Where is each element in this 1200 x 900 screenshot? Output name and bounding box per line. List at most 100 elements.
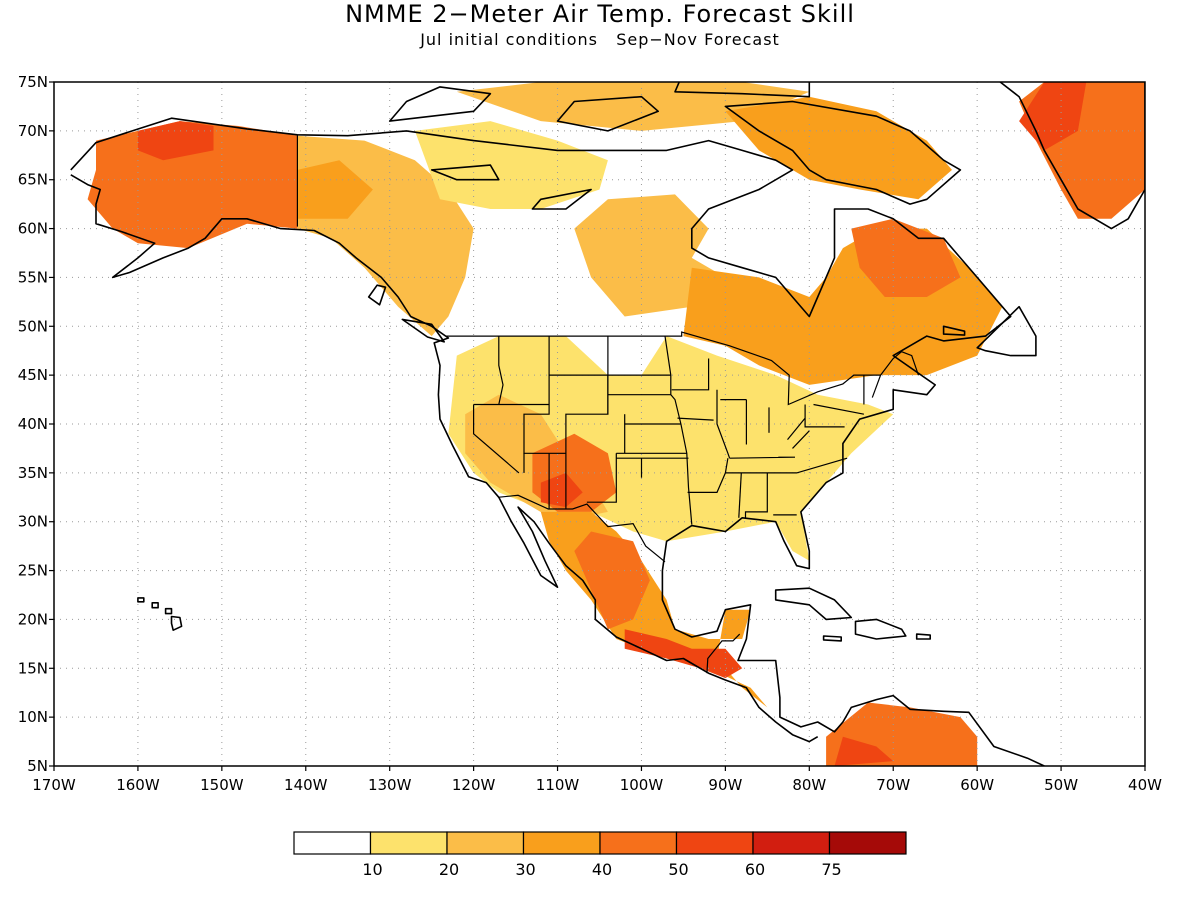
lon-tick-label: 40W [1128, 776, 1162, 794]
lon-tick-label: 80W [792, 776, 826, 794]
skill-region-hudson-west [574, 194, 726, 317]
lat-tick-label: 45N [18, 366, 48, 384]
island-outline [774, 587, 853, 621]
island-outline [170, 615, 183, 632]
lon-tick-label: 150W [200, 776, 244, 794]
colorbar-swatch [446, 831, 525, 855]
skill-region-arizona-core [540, 472, 583, 508]
island-outline [531, 188, 592, 210]
lon-tick-label: 120W [452, 776, 496, 794]
border-line [729, 456, 796, 459]
island-outline [822, 635, 843, 642]
border-line [744, 472, 768, 519]
border-line [706, 633, 741, 674]
colorbar-swatch [522, 831, 601, 855]
colorbar-label: 20 [439, 860, 459, 879]
lon-tick-label: 60W [960, 776, 994, 794]
skill-region-yukon-core [297, 160, 373, 219]
plot-area [54, 82, 1145, 766]
colorbar-swatch [369, 831, 448, 855]
island-outline [164, 607, 173, 615]
border-line [725, 457, 848, 474]
colorbar-label: 40 [592, 860, 612, 879]
skill-region-venezuela-core [834, 736, 894, 766]
lon-tick-label: 70W [876, 776, 910, 794]
border-line [813, 403, 865, 415]
lat-tick-label: 50N [18, 317, 48, 335]
lon-tick-label: 160W [116, 776, 160, 794]
lon-tick-label: 110W [536, 776, 580, 794]
skill-region-arctic-islands [456, 82, 810, 131]
colorbar-label: 10 [362, 860, 382, 879]
lat-tick-label: 15N [18, 659, 48, 677]
island-outline [998, 82, 1145, 230]
island-outline [151, 601, 159, 609]
coastline [70, 174, 819, 743]
colorbar-label: 30 [515, 860, 535, 879]
lat-tick-label: 30N [18, 513, 48, 531]
border-line [687, 458, 729, 493]
island-outline [674, 82, 811, 98]
island-outline [724, 100, 962, 205]
border-line [497, 494, 666, 563]
chart-title: NMME 2−Meter Air Temp. Forecast Skill [345, 0, 855, 28]
border-line [716, 389, 731, 459]
colorbar-label: 75 [821, 860, 841, 879]
lon-tick-label: 90W [708, 776, 742, 794]
lat-tick-label: 65N [18, 171, 48, 189]
border-line [473, 404, 520, 474]
colorbar-label: 50 [668, 860, 688, 879]
island-outline [137, 597, 145, 603]
island-outline [401, 318, 446, 343]
colorbar-swatch [752, 831, 831, 855]
island-outline [942, 325, 966, 336]
border-line [677, 417, 714, 421]
island-outline [388, 86, 492, 122]
colorbar-label: 60 [745, 860, 765, 879]
lon-tick-label: 140W [284, 776, 328, 794]
skill-region-nunavut-west [414, 121, 608, 209]
lat-tick-label: 55N [18, 268, 48, 286]
border-line [871, 374, 882, 398]
skill-region-greenland-red [1019, 82, 1087, 151]
lat-tick-label: 35N [18, 464, 48, 482]
lat-tick-label: 75N [18, 73, 48, 91]
lat-tick-label: 40N [18, 415, 48, 433]
border-line [445, 331, 919, 406]
lat-tick-label: 20N [18, 610, 48, 628]
colorbar: 10 20 30 40 50 60 75 [293, 831, 907, 879]
colorbar-swatch [828, 831, 907, 855]
coastlines [70, 82, 1145, 766]
border-line [738, 472, 742, 518]
skill-region-mexico-core [574, 531, 650, 630]
lat-tick-label: 25N [18, 562, 48, 580]
political-borders [296, 134, 919, 674]
island-outline [430, 164, 500, 181]
lat-tick-label: 70N [18, 122, 48, 140]
lon-tick-label: 170W [32, 776, 76, 794]
coastline [70, 117, 1045, 766]
border-line [664, 336, 693, 525]
lat-tick-label: 60N [18, 220, 48, 238]
longitude-axis: 170W 160W 150W 140W 130W 120W 110W 100W 90W 80W 70… [32, 766, 1162, 794]
lon-tick-label: 130W [368, 776, 412, 794]
colorbar-swatch [599, 831, 678, 855]
island-outline [976, 305, 1037, 357]
colorbar-swatch [675, 831, 754, 855]
colorbar-swatch [293, 831, 372, 855]
border-line [804, 404, 845, 428]
latitude-axis: 75N 70N 65N 60N 55N 50N 45N 40N 35N 30N 25N 20N 15N 1… [18, 73, 54, 775]
island-outline [915, 633, 932, 640]
skill-fill-layer [87, 82, 1145, 766]
lon-tick-label: 100W [620, 776, 664, 794]
island-outline [556, 95, 660, 132]
border-line [586, 453, 617, 503]
skill-region-alaska [87, 121, 298, 249]
border-line [792, 430, 810, 449]
border-line [787, 417, 806, 440]
skill-region-central-america [624, 629, 743, 679]
lat-tick-label: 10N [18, 708, 48, 726]
lon-tick-label: 50W [1044, 776, 1078, 794]
border-line [498, 336, 504, 405]
